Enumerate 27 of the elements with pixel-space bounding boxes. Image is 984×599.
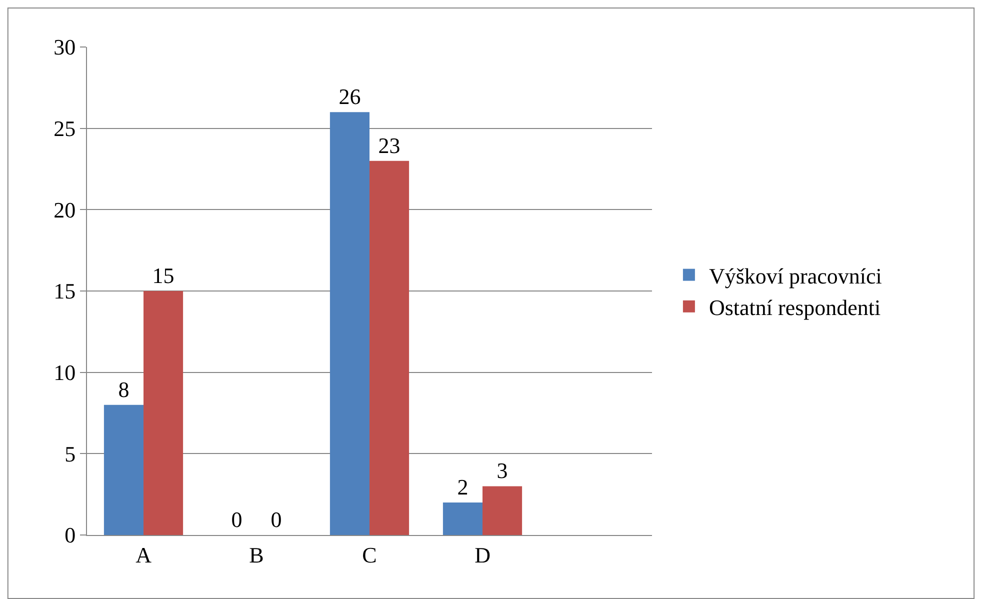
bar: [442, 502, 482, 535]
data-label: 26: [338, 84, 361, 110]
bar: [330, 112, 370, 535]
x-tick-label: D: [474, 542, 490, 568]
x-tick-label: B: [249, 542, 264, 568]
legend-label: Ostatní respondenti: [708, 294, 881, 320]
y-tick-label: 15: [54, 278, 76, 304]
bar: [370, 160, 410, 535]
x-tick-label: A: [136, 542, 152, 568]
data-label: 2: [457, 474, 468, 500]
data-label: 0: [231, 507, 242, 532]
y-tick-label: 20: [54, 197, 76, 222]
x-tick-label: C: [362, 542, 377, 568]
y-tick-label: 10: [54, 360, 76, 386]
y-tick-label: 0: [64, 522, 76, 548]
data-label: 0: [270, 507, 282, 532]
data-label: 23: [378, 132, 400, 158]
data-label: 3: [496, 458, 508, 484]
data-label: 8: [118, 376, 130, 402]
bar: [482, 486, 522, 535]
y-tick-label: 30: [54, 34, 76, 60]
y-tick-label: 25: [54, 116, 76, 142]
y-tick-label: 5: [64, 441, 76, 466]
legend-label: Výškoví pracovníci: [708, 263, 882, 288]
bar: [144, 291, 184, 535]
data-label: 15: [152, 263, 174, 288]
bar: [104, 404, 144, 535]
